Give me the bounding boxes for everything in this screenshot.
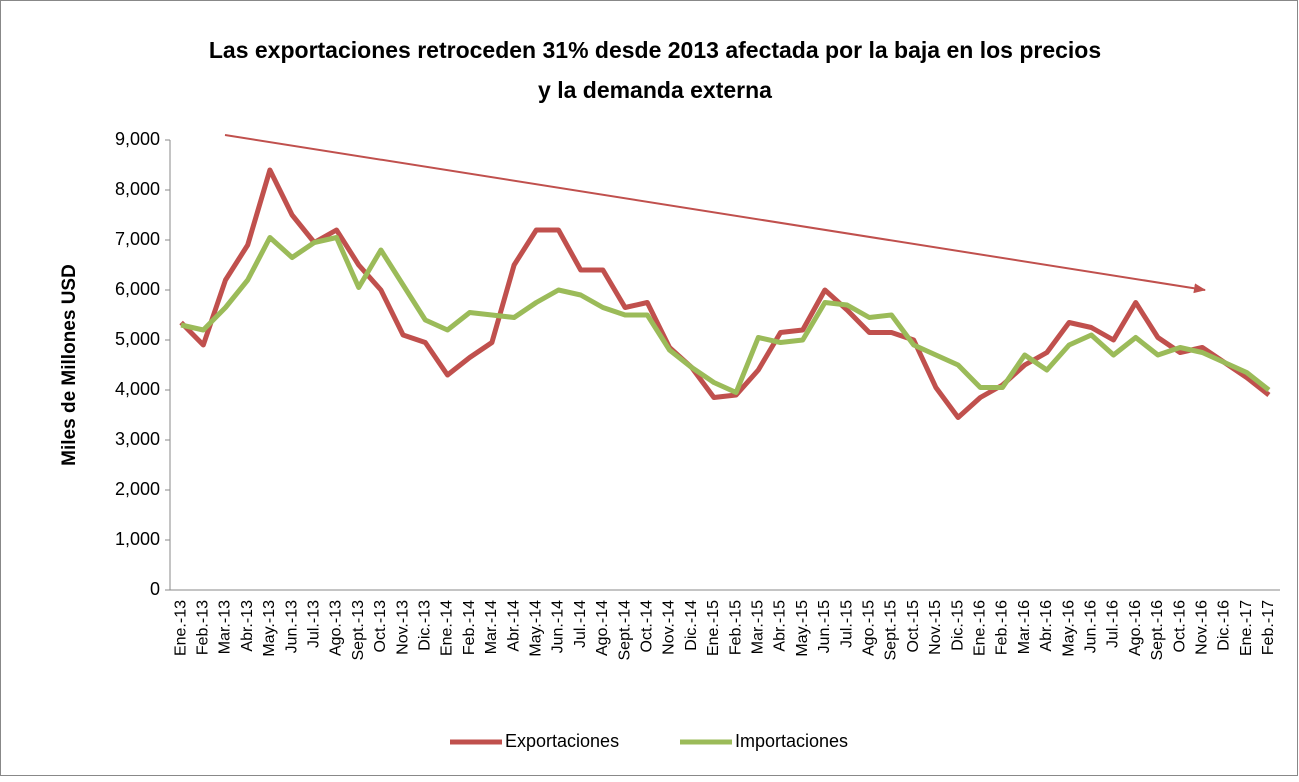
x-tick-label: Mar.-14	[483, 600, 500, 654]
y-tick-label: 6,000	[115, 279, 160, 299]
x-tick-label: Ago.-14	[594, 600, 611, 656]
y-tick-label: 1,000	[115, 529, 160, 549]
series-line	[180, 235, 1271, 395]
y-tick-label: 9,000	[115, 129, 160, 149]
x-tick-label: Dic.-13	[417, 600, 434, 651]
x-tick-label: Jul.-16	[1105, 600, 1122, 648]
x-tick-label: Oct.-13	[372, 600, 389, 653]
x-tick-label: Feb.-13	[195, 600, 212, 655]
x-tick-label: Jul.-13	[306, 600, 323, 648]
x-tick-label: Jul.-14	[572, 600, 589, 648]
x-tick-label: Ago.-16	[1127, 600, 1144, 656]
x-tick-label: Sept.-14	[616, 600, 633, 661]
x-tick-label: Dic.-14	[683, 600, 700, 651]
x-tick-label: Dic.-16	[1216, 600, 1233, 651]
x-tick-label: May.-13	[261, 600, 278, 657]
x-tick-label: Ene.-15	[705, 600, 722, 656]
x-tick-label: Oct.-16	[1171, 600, 1188, 653]
y-tick-label: 0	[150, 579, 160, 599]
x-tick-label: May.-16	[1060, 600, 1077, 657]
x-tick-label: Feb.-17	[1260, 600, 1277, 655]
x-tick-label: Jun.-14	[550, 600, 567, 653]
trend-arrow	[224, 134, 1206, 294]
y-tick-label: 4,000	[115, 379, 160, 399]
x-tick-label: Jun.-15	[816, 600, 833, 653]
x-tick-label: Abr.-14	[505, 600, 522, 652]
y-tick-label: 8,000	[115, 179, 160, 199]
x-tick-label: Ago.-13	[328, 600, 345, 656]
x-tick-label: Oct.-14	[639, 600, 656, 653]
x-tick-label: Nov.-15	[927, 600, 944, 655]
y-axis-label: Miles de Millones USD	[59, 264, 80, 466]
x-tick-label: Feb.-15	[727, 600, 744, 655]
x-tick-label: May.-14	[528, 600, 545, 657]
x-tick-label: Ene.-17	[1238, 600, 1255, 656]
x-tick-label: Jun.-13	[283, 600, 300, 653]
x-tick-label: Ene.-14	[439, 600, 456, 656]
x-tick-label: Jul.-15	[838, 600, 855, 648]
x-tick-label: Nov.-16	[1194, 600, 1211, 655]
x-tick-label: Jun.-16	[1083, 600, 1100, 653]
x-tick-label: May.-15	[794, 600, 811, 657]
y-tick-label: 3,000	[115, 429, 160, 449]
x-tick-label: Ene.-16	[972, 600, 989, 656]
x-tick-label: Ago.-15	[861, 600, 878, 656]
x-tick-label: Mar.-13	[217, 600, 234, 654]
y-tick-label: 2,000	[115, 479, 160, 499]
x-tick-label: Sept.-16	[1149, 600, 1166, 661]
x-tick-label: Feb.-14	[461, 600, 478, 655]
x-tick-label: Feb.-16	[994, 600, 1011, 655]
y-tick-label: 7,000	[115, 229, 160, 249]
chart-title: Las exportaciones retroceden 31% desde 2…	[209, 37, 1101, 63]
chart-title: y la demanda externa	[538, 77, 772, 103]
x-tick-label: Ene.-13	[172, 600, 189, 656]
legend-label: Importaciones	[735, 731, 848, 751]
x-tick-label: Abr.-15	[772, 600, 789, 652]
x-tick-label: Nov.-13	[394, 600, 411, 655]
x-tick-label: Nov.-14	[661, 600, 678, 655]
x-tick-label: Mar.-15	[750, 600, 767, 654]
series-line	[179, 167, 1271, 420]
x-tick-label: Dic.-15	[949, 600, 966, 651]
x-tick-label: Sept.-15	[883, 600, 900, 661]
x-tick-label: Sept.-13	[350, 600, 367, 661]
y-tick-label: 5,000	[115, 329, 160, 349]
legend-label: Exportaciones	[505, 731, 619, 751]
x-tick-label: Mar.-16	[1016, 600, 1033, 654]
x-tick-label: Oct.-15	[905, 600, 922, 653]
x-tick-label: Abr.-13	[239, 600, 256, 652]
x-tick-label: Abr.-16	[1038, 600, 1055, 652]
